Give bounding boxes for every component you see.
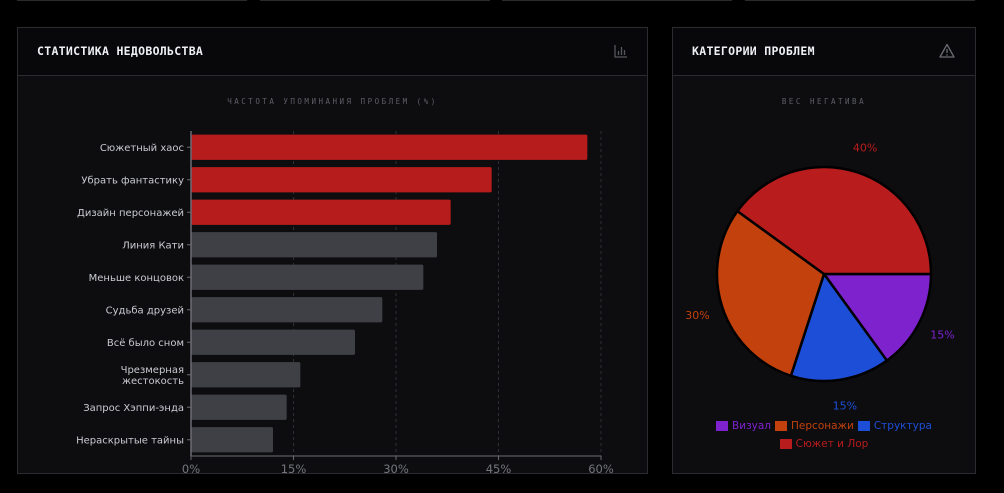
bar[interactable]: [191, 297, 383, 323]
bar-chart-icon[interactable]: [612, 42, 630, 60]
pie-slice-label: 30%: [685, 309, 709, 322]
legend-label: Персонажи: [791, 420, 854, 432]
y-tick-label: Судьба друзей: [106, 305, 184, 316]
legend-label: Визуал: [732, 420, 772, 432]
x-tick-label: 30%: [383, 462, 409, 473]
pie-slice-label: 40%: [853, 142, 877, 155]
problem-categories-panel: КАТЕГОРИИ ПРОБЛЕМ ВЕС НЕГАТИВА 15% 15% 30%…: [672, 27, 976, 474]
legend-item[interactable]: Персонажи: [775, 418, 854, 434]
x-tick-label: 0%: [182, 462, 200, 473]
pie-chart-title: ВЕС НЕГАТИВА: [781, 97, 867, 106]
legend-swatch: [857, 421, 870, 431]
legend-item[interactable]: Сюжет и Лор: [779, 436, 869, 452]
x-tick-label: 45%: [486, 462, 512, 473]
legend-swatch: [775, 421, 788, 431]
pie-slice[interactable]: [822, 272, 933, 362]
y-tick-label: Нераскрытые тайны: [76, 435, 184, 446]
x-tick-label: 60%: [588, 462, 614, 473]
bar[interactable]: [191, 199, 451, 225]
pie-legend: Визуал Персонажи Структура Сюжет и Лор: [673, 418, 975, 454]
panel-header: КАТЕГОРИИ ПРОБЛЕМ: [673, 28, 975, 76]
y-tick-label: Сюжетный хаос: [100, 143, 184, 154]
y-tick-label: Запрос Хэппи-энда: [83, 403, 184, 414]
panel-title: КАТЕГОРИИ ПРОБЛЕМ: [692, 44, 815, 58]
bar[interactable]: [191, 232, 437, 258]
legend-item[interactable]: Структура: [857, 418, 932, 434]
legend-item[interactable]: Визуал: [716, 418, 771, 434]
pie-slice[interactable]: [736, 165, 933, 276]
bar[interactable]: [191, 264, 424, 290]
legend-label: Сюжет и Лор: [795, 438, 869, 450]
bar-chart-title: ЧАСТОТА УПОМИНАНИЯ ПРОБЛЕМ (%): [227, 97, 438, 106]
pie-slice-label: 15%: [833, 399, 857, 412]
bar-chart: Сюжетный хаос Убрать фантастику Дизайн пер…: [76, 131, 614, 473]
pie-slice[interactable]: [715, 209, 826, 378]
dissatisfaction-stats-panel: СТАТИСТИКА НЕДОВОЛЬСТВА ЧАСТОТА УПОМИНАН…: [17, 27, 648, 474]
pie-slice-label: 15%: [930, 328, 954, 341]
bar[interactable]: [191, 362, 301, 388]
y-tick-label: Всё было сном: [107, 338, 184, 349]
top-card-4: [745, 0, 975, 1]
y-tick-label: Чрезмерная жестокость: [121, 365, 185, 387]
y-tick-label: Меньше концовок: [89, 273, 184, 284]
x-tick-label: 15%: [281, 462, 307, 473]
pie-slice[interactable]: [789, 272, 889, 383]
bar[interactable]: [191, 134, 588, 160]
pie-chart: 15% 15% 30% 40%: [685, 142, 954, 413]
top-card-1: [17, 0, 247, 1]
legend-swatch: [779, 439, 792, 449]
y-tick-label: Дизайн персонажей: [77, 208, 184, 219]
top-card-3: [502, 0, 732, 1]
panel-header: СТАТИСТИКА НЕДОВОЛЬСТВА: [18, 28, 647, 76]
legend-swatch: [716, 421, 729, 431]
bar[interactable]: [191, 427, 273, 453]
y-tick-label: Линия Кати: [122, 240, 184, 251]
bar[interactable]: [191, 394, 287, 420]
y-tick-label: Убрать фантастику: [81, 175, 184, 186]
panel-title: СТАТИСТИКА НЕДОВОЛЬСТВА: [37, 44, 204, 58]
bar[interactable]: [191, 329, 355, 355]
bar[interactable]: [191, 167, 492, 193]
legend-label: Структура: [873, 420, 932, 432]
top-card-2: [260, 0, 490, 1]
warning-icon[interactable]: [938, 42, 956, 60]
